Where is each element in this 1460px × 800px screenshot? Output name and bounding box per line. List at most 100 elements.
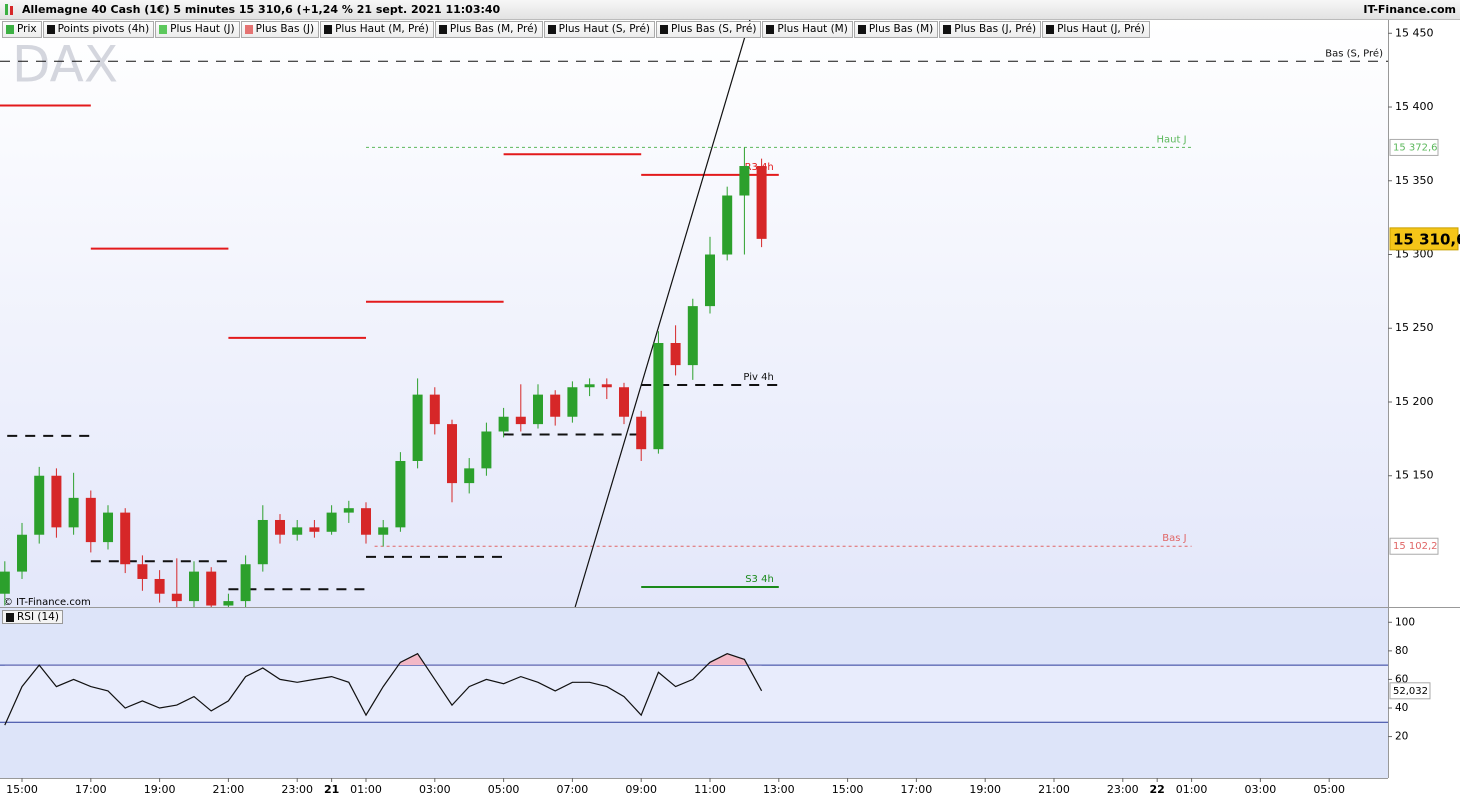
candle-body [739, 166, 750, 196]
toolbar-button[interactable]: Plus Haut (J) [155, 21, 240, 38]
button-label: Plus Bas (J) [255, 23, 315, 35]
x-tick-label: 05:00 [488, 783, 520, 796]
trend-line [574, 20, 751, 607]
button-label: Plus Bas (J, Pré) [954, 23, 1037, 35]
candle-body [309, 527, 320, 532]
rsi-line [4, 652, 763, 726]
y-tick-label: 15 400 [1395, 100, 1434, 113]
button-label: Plus Haut (M) [777, 23, 848, 35]
toolbar-button[interactable]: Plus Haut (S, Pré) [543, 21, 656, 38]
x-tick-label: 19:00 [969, 783, 1001, 796]
swatch [244, 25, 253, 34]
candle-body [447, 424, 458, 484]
candle-body [189, 571, 200, 602]
candle-body [533, 394, 544, 425]
candle-body [275, 519, 286, 535]
rsi-tick-label: 80 [1395, 645, 1408, 657]
button-label: Plus Haut (M, Pré) [335, 23, 429, 35]
x-tick-label: 09:00 [625, 783, 657, 796]
candle-body [85, 497, 96, 543]
candle-body [412, 394, 423, 461]
level-name: Bas J [1162, 533, 1186, 544]
button-label: Plus Haut (J, Pré) [1057, 23, 1145, 35]
brand: IT-Finance.com [1363, 3, 1456, 16]
x-tick-label: 15:00 [6, 783, 38, 796]
y-tick-label: 15 300 [1395, 248, 1434, 261]
y-tick-label: 15 250 [1395, 321, 1434, 334]
x-tick-label: 01:00 [1176, 783, 1208, 796]
candle-body [464, 468, 475, 484]
candle-body [17, 534, 28, 572]
rsi-name: RSI (14) [17, 611, 59, 623]
candle-body [722, 195, 733, 255]
toolbar-button[interactable]: Plus Haut (M) [762, 21, 853, 38]
candle-body [584, 384, 595, 388]
x-tick-label: 13:00 [763, 783, 795, 796]
x-tick-label: 23:00 [281, 783, 313, 796]
header: Allemagne 40 Cash (1€) 5 minutes 15 310,… [0, 0, 1460, 20]
candle-body [567, 387, 578, 417]
toolbar-button[interactable]: Plus Bas (J) [240, 21, 320, 38]
rsi-tick-label: 20 [1395, 731, 1408, 743]
swatch [159, 25, 168, 34]
pivot-name: Piv 4h [743, 372, 773, 383]
toolbar-button[interactable]: Plus Bas (M, Pré) [434, 21, 543, 38]
toolbar-button[interactable]: Plus Bas (J, Pré) [939, 21, 1042, 38]
candle-body [515, 416, 526, 425]
candle-body [343, 508, 354, 513]
swatch [438, 25, 447, 34]
candle-body [481, 431, 492, 469]
candle-body [687, 306, 698, 366]
x-tick-label: 17:00 [75, 783, 107, 796]
candle-body [206, 571, 217, 606]
button-label: Plus Haut (J) [170, 23, 235, 35]
candle-body [154, 578, 165, 594]
swatch [6, 25, 14, 34]
swatch [943, 25, 952, 34]
swatch [1046, 25, 1055, 34]
button-label: Prix [17, 23, 37, 35]
rsi-last-label: 52,032 [1393, 686, 1428, 697]
x-tick-label: 21:00 [1038, 783, 1070, 796]
x-tick-label: 21 [324, 783, 339, 796]
toolbar-button[interactable]: Plus Bas (M) [853, 21, 939, 38]
x-tick-label: 03:00 [419, 783, 451, 796]
x-tick-label: 23:00 [1107, 783, 1139, 796]
x-tick-label: 01:00 [350, 783, 382, 796]
x-tick-label: 11:00 [694, 783, 726, 796]
toolbar-button[interactable]: Plus Haut (M, Pré) [320, 21, 434, 38]
toolbar-button[interactable]: Points pivots (4h) [42, 21, 155, 38]
title: Allemagne 40 Cash (1€) 5 minutes 15 310,… [22, 3, 501, 16]
y-tick-label: 15 350 [1395, 174, 1434, 187]
candle-body [120, 512, 131, 565]
toolbar-button[interactable]: Prix [2, 21, 42, 38]
candle-body [361, 508, 372, 535]
level-name: Bas (S, Pré) [1325, 47, 1383, 59]
x-tick-label: 21:00 [213, 783, 245, 796]
x-tick-label: 07:00 [557, 783, 589, 796]
rsi-tick-label: 100 [1395, 616, 1415, 628]
button-label: Plus Haut (S, Pré) [558, 23, 651, 35]
button-label: Plus Bas (M, Pré) [449, 23, 538, 35]
level-name: Haut J [1157, 134, 1187, 145]
pivot-name: S3 4h [745, 574, 774, 585]
candle-body [429, 394, 440, 425]
button-label: Points pivots (4h) [57, 23, 150, 35]
rsi-last-box [1389, 682, 1431, 700]
rsi-legend[interactable]: RSI (14) [2, 610, 63, 624]
level-value-label: 15 102,2 [1393, 541, 1438, 552]
swatch [324, 25, 333, 34]
candle-body [498, 416, 509, 432]
toolbar-button[interactable]: Plus Bas (S, Pré) [656, 21, 762, 38]
candle-body [395, 460, 406, 528]
candle-body [326, 512, 337, 532]
swatch [660, 25, 669, 34]
x-tick-label: 05:00 [1313, 783, 1345, 796]
candle-body [292, 527, 303, 535]
toolbar-button[interactable]: Plus Haut (J, Pré) [1042, 21, 1150, 38]
rsi-tick-label: 40 [1395, 702, 1408, 714]
x-tick-label: 19:00 [144, 783, 176, 796]
y-tick-label: 15 450 [1395, 26, 1434, 39]
